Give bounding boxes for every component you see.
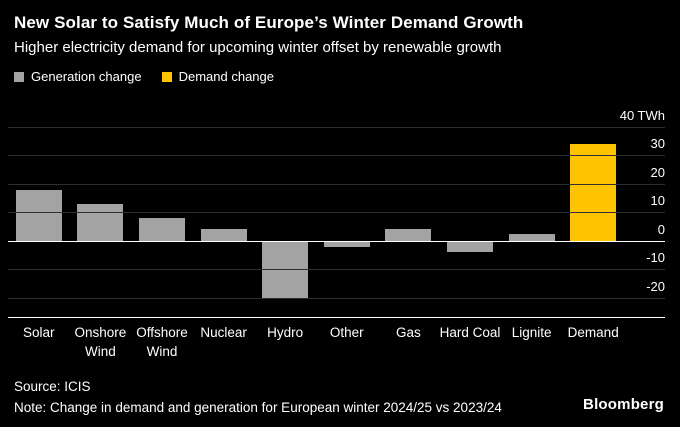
legend-swatch-generation: [14, 71, 24, 82]
bar-hard-coal: [447, 240, 493, 253]
y-tick-label: 0: [657, 221, 665, 237]
y-tick-label: 30: [650, 136, 665, 152]
gridline: [8, 183, 665, 185]
legend-item-generation: Generation change: [14, 69, 142, 84]
x-axis-label: Offshore Wind: [136, 325, 188, 359]
y-tick-label: -20: [646, 279, 665, 294]
zero-line: [8, 240, 665, 242]
y-tick-label: -10: [646, 250, 665, 266]
bar-demand: [570, 143, 617, 241]
y-tick-label: 10: [650, 193, 665, 209]
bar-onshore-wind: [77, 203, 124, 241]
chart-title: New Solar to Satisfy Much of Europe’s Wi…: [14, 13, 524, 32]
x-axis-label: Demand: [567, 325, 619, 340]
gridline: [8, 212, 665, 214]
x-axis-labels: Solar Onshore Wind Offshore Wind Nuclear Hyd…: [8, 324, 624, 366]
gridline: [8, 298, 665, 299]
note-text: Note: Change in demand and generation fo…: [14, 400, 502, 416]
legend: Generation change Demand change: [0, 56, 680, 84]
x-axis-label: Hard Coal: [439, 325, 501, 340]
x-axis-label: Solar: [23, 325, 55, 340]
x-axis-label: Onshore Wind: [74, 325, 127, 359]
legend-label: Demand change: [178, 69, 274, 84]
gridline: [8, 155, 665, 157]
x-axis-line: [8, 317, 665, 318]
legend-item-demand: Demand change: [161, 69, 274, 84]
x-axis-label: Lignite: [511, 325, 552, 340]
bar-solar: [15, 189, 62, 241]
bar-offshore-wind: [139, 218, 185, 241]
bar-other: [323, 240, 370, 247]
bar-nuclear: [200, 229, 247, 241]
y-tick-label: 20: [650, 164, 665, 180]
chart-header: New Solar to Satisfy Much of Europe’s Wi…: [0, 0, 680, 56]
bar-gas: [385, 229, 432, 241]
y-tick-label: 40 TWh: [619, 107, 665, 123]
gridline: [8, 269, 665, 271]
gridline: [8, 126, 665, 128]
x-axis-label: Hydro: [267, 325, 304, 340]
x-axis-label: Other: [329, 325, 364, 340]
legend-label: Generation change: [31, 69, 142, 84]
source-text: Source: ICIS: [14, 379, 91, 395]
bloomberg-logo: Bloomberg: [583, 396, 664, 413]
legend-swatch-demand: [161, 71, 172, 82]
x-axis-label: Nuclear: [200, 325, 247, 340]
footer: Source: ICIS Note: Change in demand and …: [14, 377, 502, 419]
chart-subtitle: Higher electricity demand for upcoming w…: [14, 39, 502, 56]
bars: [8, 121, 624, 318]
x-axis-label: Gas: [396, 325, 421, 340]
bar-lignite: [508, 233, 555, 241]
plot-area: 40 TWh 30 20 10 0 -10 -20: [8, 108, 665, 318]
